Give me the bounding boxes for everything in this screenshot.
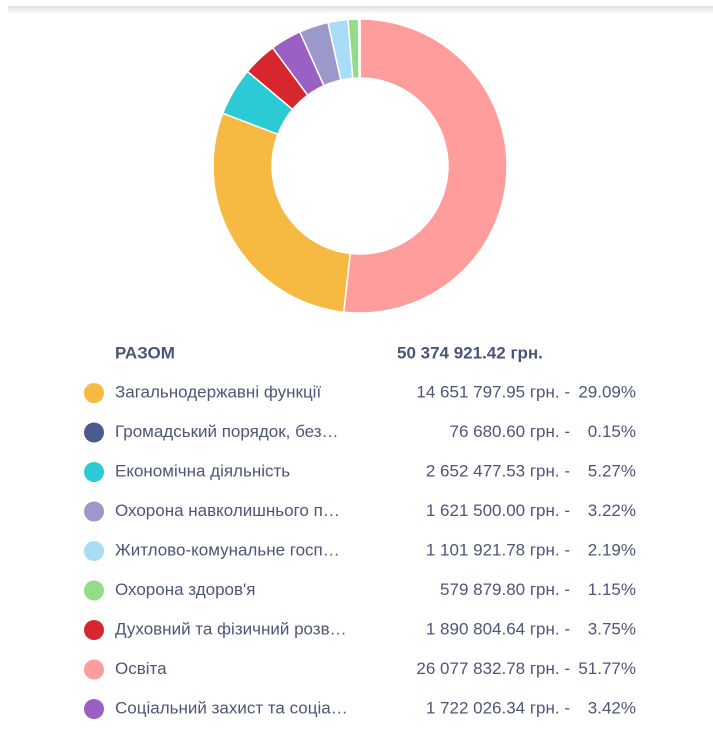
legend-amount: 1 101 921.78 грн. -: [426, 540, 570, 559]
legend-amount: 26 077 832.78 грн. -: [416, 659, 570, 678]
legend-swatch: [84, 383, 104, 403]
total-name: РАЗОМ: [115, 343, 175, 362]
legend-amount: 76 680.60 грн. -: [449, 422, 570, 441]
legend-percent: 3.22%: [588, 501, 636, 520]
legend-label: Загальнодержавні функції: [115, 382, 321, 401]
legend-label: Духовний та фізичний розв…: [115, 619, 347, 638]
slice: [212, 112, 352, 313]
donut: [212, 18, 508, 314]
legend-amount: 1 890 804.64 грн. -: [426, 619, 570, 638]
legend-percent: 3.75%: [588, 619, 636, 638]
legend-percent: 0.15%: [588, 422, 636, 441]
legend-amount: 2 652 477.53 грн. -: [426, 461, 570, 480]
legend-swatch: [84, 699, 104, 719]
legend-percent: 3.42%: [588, 698, 636, 717]
legend-amount: 1 621 500.00 грн. -: [426, 501, 570, 520]
legend-percent: 1.15%: [588, 580, 636, 599]
legend-swatch: [84, 620, 104, 640]
legend-percent: 51.77%: [578, 659, 636, 678]
legend-swatch: [84, 541, 104, 561]
legend-amount: 14 651 797.95 грн. -: [416, 382, 570, 401]
legend-label: Громадський порядок, без…: [115, 422, 339, 441]
legend-swatch: [84, 422, 104, 443]
legend-label: Економічна діяльність: [115, 461, 290, 480]
legend-label: Житлово-комунальне госп…: [115, 540, 340, 559]
legend-swatch: [84, 501, 104, 522]
slice: [342, 18, 508, 314]
legend-label: Соціальний захист та соціа…: [115, 698, 348, 717]
legend-percent: 5.27%: [588, 461, 636, 480]
legend-percent: 29.09%: [578, 382, 636, 401]
legend-percent: 2.19%: [588, 540, 636, 559]
legend-swatch: [84, 659, 104, 680]
legend-amount: 1 722 026.34 грн. -: [426, 698, 570, 717]
total-value: 50 374 921.42 грн.: [397, 343, 543, 362]
legend-label: Охорона навколишнього п…: [115, 501, 340, 520]
card-shadow: [8, 6, 713, 14]
legend-swatch: [84, 580, 104, 601]
legend-amount: 579 879.80 грн. -: [440, 580, 570, 599]
legend-label: Освіта: [115, 659, 167, 678]
slice: [357, 18, 361, 79]
legend-swatch: [84, 462, 104, 482]
legend-label: Охорона здоров'я: [115, 580, 255, 599]
